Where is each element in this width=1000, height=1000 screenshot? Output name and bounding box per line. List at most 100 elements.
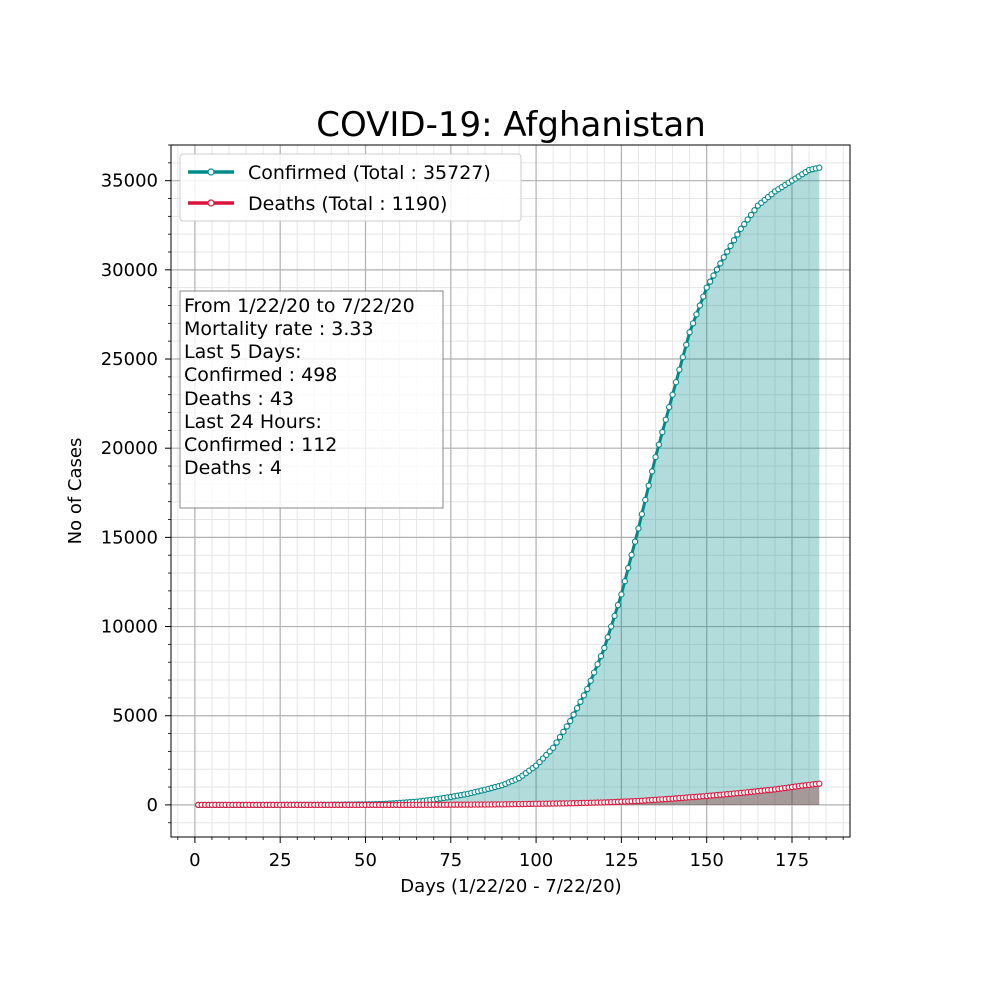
x-tick-label: 0	[189, 850, 200, 871]
point-confirmed	[706, 278, 714, 285]
point-confirmed	[556, 733, 564, 741]
point-confirmed	[597, 653, 605, 660]
point-confirmed	[700, 293, 707, 300]
point-confirmed	[744, 216, 751, 223]
point-confirmed	[816, 164, 823, 171]
point-confirmed	[635, 525, 642, 532]
point-confirmed	[666, 404, 673, 411]
point-confirmed	[693, 311, 700, 318]
point-confirmed	[611, 612, 618, 619]
point-confirmed	[669, 391, 676, 398]
x-tick-label: 50	[354, 850, 377, 871]
point-confirmed	[628, 551, 635, 558]
point-confirmed	[642, 496, 649, 504]
point-confirmed	[604, 634, 611, 641]
point-confirmed	[580, 692, 588, 699]
point-confirmed	[563, 723, 570, 730]
y-axis-ticks: 0 5000 10000 15000 20000 25000 30000 35000	[101, 144, 171, 824]
point-confirmed	[577, 698, 584, 705]
info-line-24h-confirmed: Confirmed : 112	[184, 434, 337, 456]
point-confirmed	[737, 225, 744, 232]
point-confirmed	[567, 717, 574, 725]
info-line-date-range: From 1/22/20 to 7/22/20	[184, 295, 415, 317]
area-confirmed	[198, 167, 820, 805]
point-confirmed	[710, 272, 717, 279]
point-confirmed	[601, 644, 608, 652]
point-confirmed	[676, 366, 683, 373]
point-confirmed	[631, 538, 639, 545]
y-axis-label: No of Cases	[65, 438, 86, 545]
point-confirmed	[587, 677, 594, 684]
x-tick-label: 100	[519, 850, 553, 871]
point-confirmed	[648, 468, 656, 475]
point-confirmed	[672, 379, 680, 386]
point-confirmed	[659, 428, 666, 436]
point-confirmed	[686, 329, 693, 336]
point-confirmed	[652, 453, 659, 461]
info-line-mortality-rate: Mortality rate : 3.33	[184, 318, 374, 340]
point-confirmed	[550, 744, 557, 751]
point-confirmed	[683, 341, 690, 348]
y-tick-label: 5000	[112, 706, 158, 727]
point-confirmed	[590, 669, 598, 676]
point-confirmed	[662, 416, 669, 423]
point-deaths	[816, 780, 823, 787]
x-tick-label: 125	[604, 850, 638, 871]
point-confirmed	[608, 623, 615, 630]
point-confirmed	[724, 248, 731, 255]
chart-title: COVID-19: Afghanistan	[316, 105, 706, 145]
info-line-last-24-hours: Last 24 Hours:	[184, 411, 322, 433]
point-confirmed	[703, 284, 710, 291]
point-confirmed	[720, 254, 727, 261]
point-confirmed	[717, 260, 724, 267]
point-confirmed	[741, 221, 748, 228]
point-confirmed	[573, 705, 581, 712]
point-confirmed	[747, 211, 755, 219]
y-tick-label: 0	[147, 795, 158, 816]
y-tick-label: 10000	[101, 617, 158, 638]
point-confirmed	[730, 237, 738, 244]
point-confirmed	[679, 354, 686, 361]
legend-marker-deaths	[207, 199, 215, 207]
legend: Confirmed (Total : 35727) Deaths (Total …	[179, 153, 522, 222]
point-confirmed	[584, 685, 591, 693]
point-confirmed	[618, 591, 625, 598]
point-confirmed	[594, 661, 601, 668]
legend-marker-confirmed	[207, 168, 215, 176]
x-tick-label: 75	[439, 850, 462, 871]
info-line-last-5-days: Last 5 Days:	[184, 341, 302, 363]
legend-box	[179, 153, 522, 222]
point-confirmed	[638, 511, 646, 518]
legend-label-confirmed: Confirmed (Total : 35727)	[248, 162, 491, 184]
y-tick-label: 30000	[101, 260, 158, 281]
y-tick-label: 35000	[101, 171, 158, 192]
plot-frame	[170, 144, 851, 838]
x-tick-label: 175	[775, 850, 809, 871]
point-confirmed	[751, 207, 758, 214]
x-tick-label: 25	[269, 850, 292, 871]
point-confirmed	[689, 320, 697, 327]
info-line-24h-deaths: Deaths : 4	[184, 457, 282, 479]
point-confirmed	[734, 231, 741, 238]
x-axis-label: Days (1/22/20 - 7/22/20)	[400, 876, 621, 897]
point-confirmed	[621, 578, 628, 585]
info-line-5d-confirmed: Confirmed : 498	[184, 364, 337, 386]
point-confirmed	[696, 302, 704, 309]
point-confirmed	[625, 564, 632, 572]
y-tick-label: 20000	[101, 438, 158, 459]
point-confirmed	[645, 482, 652, 489]
point-confirmed	[727, 242, 734, 250]
point-confirmed	[713, 266, 721, 273]
info-box-frame	[179, 290, 444, 509]
series-markers	[195, 164, 823, 809]
x-tick-label: 150	[690, 850, 724, 871]
y-tick-label: 15000	[101, 527, 158, 548]
point-confirmed	[655, 441, 663, 448]
x-axis-ticks: 0 25 50 75 100 125 150 175	[177, 837, 844, 871]
info-box: From 1/22/20 to 7/22/20 Mortality rate :…	[179, 290, 444, 509]
legend-label-deaths: Deaths (Total : 1190)	[248, 193, 447, 215]
point-confirmed	[560, 728, 567, 735]
info-line-5d-deaths: Deaths : 43	[184, 388, 294, 410]
point-confirmed	[553, 739, 560, 746]
point-confirmed	[570, 711, 577, 718]
